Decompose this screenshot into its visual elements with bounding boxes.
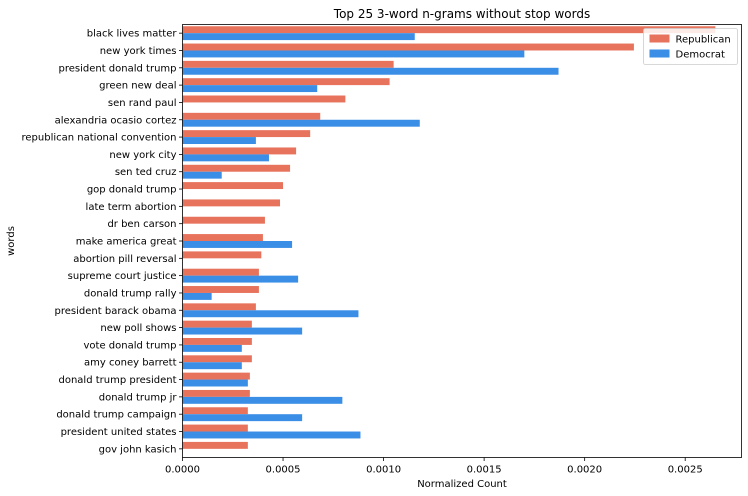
y-tick-label: new poll shows [100, 323, 176, 334]
bar-republican-1 [182, 43, 634, 51]
y-tick-label: amy coney barrett [84, 358, 177, 369]
y-tick-label: donald trump rally [84, 288, 177, 299]
plot-frame [182, 24, 742, 458]
bar-democrat-5 [182, 119, 420, 127]
bar-democrat-19 [182, 362, 242, 370]
x-tick-label: 0.0015 [467, 465, 502, 476]
bar-republican-16 [182, 303, 256, 311]
y-tick-label: donald trump campaign [56, 410, 176, 421]
y-tick-label: vote donald trump [84, 340, 177, 351]
y-tick-label: abortion pill reversal [73, 254, 176, 265]
bar-republican-3 [182, 78, 390, 86]
y-tick-label: alexandria ocasio cortez [55, 115, 177, 126]
bar-democrat-17 [182, 327, 303, 335]
bar-democrat-23 [182, 431, 361, 439]
legend-label-republican: Republican [676, 35, 731, 46]
bar-republican-23 [182, 424, 248, 432]
y-tick-label: black lives matter [87, 29, 178, 40]
bar-republican-18 [182, 337, 252, 345]
y-tick-label: republican national convention [22, 133, 177, 144]
bar-republican-4 [182, 95, 346, 103]
y-axis-label: words [6, 226, 17, 256]
legend-label-democrat: Democrat [676, 50, 725, 61]
bar-republican-15 [182, 286, 259, 293]
y-tick-label: gov john kasich [99, 444, 177, 455]
bar-republican-24 [182, 441, 248, 449]
bar-democrat-7 [182, 154, 269, 162]
bar-republican-8 [182, 164, 291, 172]
bar-democrat-16 [182, 310, 359, 318]
y-tick-label: make america great [76, 237, 177, 248]
bar-republican-20 [182, 372, 250, 380]
bar-republican-6 [182, 130, 311, 138]
bar-republican-0 [182, 26, 716, 34]
legend-swatch-republican [649, 34, 670, 43]
legend-swatch-democrat [649, 49, 670, 58]
bar-republican-11 [182, 216, 265, 224]
bar-democrat-2 [182, 67, 559, 75]
bar-democrat-20 [182, 379, 248, 387]
bar-democrat-18 [182, 344, 242, 352]
bar-republican-9 [182, 182, 284, 190]
chart-title: Top 25 3-word n-grams without stop words [333, 7, 590, 21]
y-tick-label: sen rand paul [108, 98, 177, 109]
legend: Republican Democrat [643, 28, 738, 65]
y-tick-label: green new deal [99, 81, 176, 92]
x-tick-label: 0.0000 [165, 465, 200, 476]
bar-republican-7 [182, 147, 297, 155]
x-tick-label: 0.0020 [567, 465, 602, 476]
y-tick-label: late term abortion [86, 202, 177, 213]
bar-democrat-3 [182, 85, 318, 93]
y-tick-label: president united states [61, 427, 177, 438]
y-tick-label: president barack obama [55, 306, 177, 317]
y-tick-label: dr ben carson [107, 219, 176, 230]
y-tick-label: new york city [109, 150, 176, 161]
bar-republican-17 [182, 320, 252, 328]
bar-republican-19 [182, 355, 252, 363]
x-tick-label: 0.0005 [266, 465, 301, 476]
y-tick-label: supreme court justice [68, 271, 177, 282]
x-tick-label: 0.0025 [668, 465, 703, 476]
x-axis-label: Normalized Count [417, 479, 507, 490]
y-tick-label: president donald trump [58, 63, 176, 74]
x-tick-label: 0.0010 [366, 465, 401, 476]
y-tick-label: donald trump president [58, 375, 176, 386]
bar-republican-2 [182, 60, 394, 68]
bars-group [182, 26, 716, 449]
bar-democrat-15 [182, 292, 212, 300]
bar-democrat-22 [182, 414, 303, 422]
bar-republican-10 [182, 199, 281, 207]
bar-democrat-12 [182, 241, 293, 248]
bar-republican-13 [182, 251, 262, 259]
bar-democrat-0 [182, 33, 415, 41]
bar-democrat-21 [182, 396, 343, 404]
bar-democrat-14 [182, 275, 299, 283]
bar-democrat-8 [182, 171, 222, 179]
bar-republican-21 [182, 389, 250, 397]
y-tick-labels: black lives matter new york times presiden… [22, 29, 183, 455]
y-tick-label: gop donald trump [87, 185, 177, 196]
bar-democrat-1 [182, 50, 525, 58]
x-tick-labels: 0.0000 0.0005 0.0010 0.0015 0.0020 0.0025 [165, 457, 703, 476]
bar-republican-22 [182, 407, 248, 415]
y-tick-label: donald trump jr [99, 392, 178, 403]
bar-republican-12 [182, 234, 263, 241]
y-tick-label: sen ted cruz [115, 167, 177, 178]
bar-republican-5 [182, 112, 321, 120]
y-tick-label: new york times [100, 46, 177, 57]
bar-democrat-6 [182, 137, 256, 145]
bar-republican-14 [182, 268, 259, 276]
